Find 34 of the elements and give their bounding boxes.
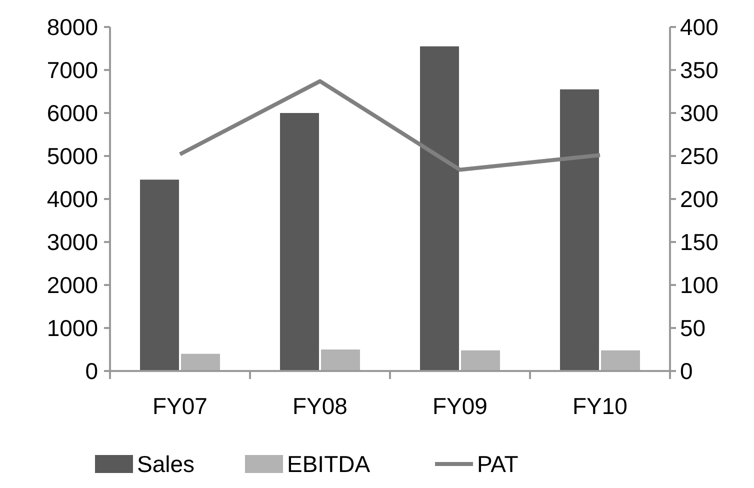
x-tick-label: FY07: [152, 393, 208, 419]
bar: [321, 350, 360, 371]
x-tick-label: FY09: [432, 393, 488, 419]
y2-tick-label: 50: [680, 315, 706, 342]
bar: [280, 113, 319, 371]
bar: [420, 46, 459, 371]
y-tick-label: 0: [85, 358, 98, 384]
y-tick-label: 5000: [46, 143, 98, 170]
bar: [560, 89, 599, 371]
legend-label: PAT: [477, 451, 518, 478]
line-series: [178, 79, 602, 172]
y2-tick-label: 400: [680, 14, 718, 40]
y2-tick-label: 350: [680, 57, 718, 84]
x-tick-label: FY08: [292, 393, 348, 419]
legend-label: EBITDA: [287, 451, 371, 478]
y-tick-label: 1000: [46, 315, 98, 342]
y-tick-label: 2000: [46, 272, 98, 298]
bar: [601, 350, 640, 371]
x-tick-label: FY10: [572, 393, 628, 419]
y2-tick-label: 200: [680, 186, 718, 212]
y-tick-label: 6000: [46, 100, 98, 126]
bar: [181, 354, 220, 371]
y-tick-label: 8000: [46, 14, 98, 40]
y2-tick-label: 300: [680, 100, 718, 126]
y2-tick-label: 100: [680, 272, 718, 298]
y2-tick-label: 250: [680, 143, 718, 170]
y2-tick-label: 0: [680, 358, 693, 384]
y-tick-label: 4000: [46, 186, 98, 212]
bar: [140, 180, 179, 371]
y-tick-label: 3000: [46, 229, 98, 256]
y2-tick-label: 150: [680, 229, 718, 256]
legend-label: Sales: [137, 451, 195, 478]
bar: [461, 350, 500, 371]
y-tick-label: 7000: [46, 57, 98, 84]
